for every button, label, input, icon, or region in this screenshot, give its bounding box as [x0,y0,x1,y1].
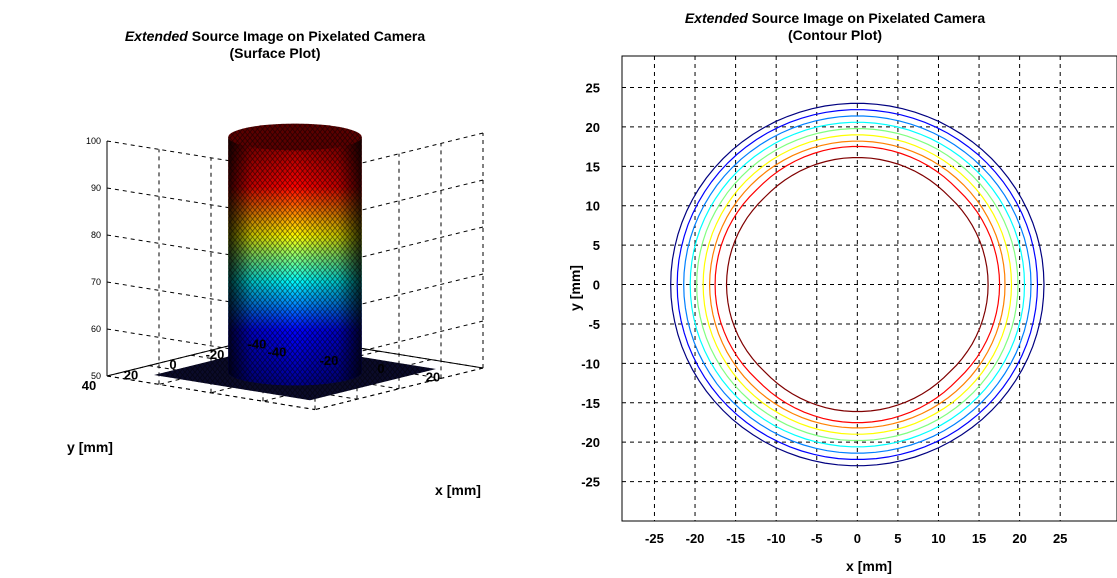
contour-plot-area [621,55,1117,522]
contour-y-axis-label: y [mm] [567,265,583,311]
surface-z-tick-label: 80 [91,230,101,240]
contour-line [689,121,1026,448]
contour-line [670,102,1045,467]
surface-cylinder-shade [228,137,362,386]
surface-backwall-gridline [106,328,316,364]
surface-x-tick-label: 20 [426,370,440,385]
contour-y-ticks: 25 20 15 10 5 0 -5 -10 -15 -20 -25 [581,81,600,490]
contour-plot: -25 -20 -15 -10 -5 0 5 10 15 20 25 25 20 15 10 5 0 -5 -10… [567,55,1117,574]
surface-z-tick-label: 50 [91,371,101,381]
contour-y-tick-label: 0 [593,278,600,293]
surface-cylinder-top-mesh [228,123,362,151]
contour-y-tick-label: -25 [581,475,600,490]
surface-x-tick-label: 0 [377,361,384,376]
contour-line [702,134,1013,435]
surface-y-tick-label: 40 [82,378,96,393]
surface-z-tick-label: 90 [91,183,101,193]
contour-x-tick-label: 20 [1012,531,1026,546]
contour-y-tick-label: -20 [581,435,600,450]
surface-y-tick-label: 20 [124,368,138,383]
contour-line [708,140,1006,429]
contour-plot-title: Extended Source Image on Pixelated Camer… [625,10,1045,44]
contour-x-ticks: -25 -20 -15 -10 -5 0 5 10 15 20 25 [645,531,1067,546]
surface-z-tick-label: 100 [86,136,101,146]
surface-floor-gridline [314,367,484,411]
contour-x-tick-label: -5 [811,531,823,546]
contour-line [676,109,1039,460]
surface-floor-gridline [106,375,316,411]
contour-y-tick-label: -15 [581,396,600,411]
contour-y-tick-label: 5 [593,238,600,253]
contour-x-tick-label: 10 [931,531,945,546]
surface-body [154,123,436,401]
contour-line [725,157,989,413]
contour-x-tick-label: 25 [1053,531,1067,546]
contour-plot-panel: Extended Source Image on Pixelated Camer… [560,0,1117,578]
surface-z-tick-label: 70 [91,277,101,287]
contour-x-tick-label: -15 [726,531,745,546]
contour-x-tick-label: -20 [686,531,705,546]
contour-y-tick-label: 10 [586,199,600,214]
surface-subtitle: (Surface Plot) [229,45,321,61]
contour-x-tick-label: -25 [645,531,664,546]
surface-x-tick-label: -40 [268,344,287,359]
contour-line [714,145,1001,424]
contour-subtitle: (Contour Plot) [787,27,883,43]
surface-plot-panel: Extended Source Image on Pixelated Camer… [40,28,510,498]
surface-y-tick-label: -40 [248,336,267,351]
surface-backwall-gridline [106,234,316,270]
contour-line [696,128,1019,442]
surface-x-axis-label: x [mm] [435,482,481,498]
surface-title-prefix: Extended [124,28,188,44]
surface-x-tick-label: -20 [320,353,339,368]
surface-backwall-gridline [106,187,316,223]
contour-x-tick-label: 15 [972,531,986,546]
contour-x-axis-label: x [mm] [846,558,892,574]
surface-plot-title: Extended Source Image on Pixelated Camer… [40,28,510,62]
contour-y-tick-label: 15 [586,159,600,174]
surface-y-tick-label: -20 [206,347,225,362]
contour-y-tick-label: 25 [586,81,600,96]
surface-y-axis-label: y [mm] [67,439,113,455]
surface-y-tick-label: 0 [169,357,176,372]
contour-y-tick-label: -10 [581,356,600,371]
surface-backwall-gridline [106,281,316,317]
surface-z-tick-label: 60 [91,324,101,334]
contour-x-tick-label: 5 [894,531,901,546]
contour-y-tick-label: -5 [588,317,600,332]
surface-ticks: 50 60 70 80 90 100 -40 -20 0 20 40 20 0 -20 -40 [82,136,440,393]
contour-line [683,115,1032,454]
surface-plot: 50 60 70 80 90 100 -40 -20 0 20 40 20 0 -20 -40 y [mm]… [67,123,484,498]
contour-x-tick-label: -10 [767,531,786,546]
contour-title-prefix: Extended [684,10,748,26]
contour-lines [670,102,1045,467]
contour-x-tick-label: 0 [854,531,861,546]
surface-backwall-gridline [106,140,316,176]
contour-title-rest: Source Image on Pixelated Camera [747,10,986,26]
contour-y-tick-label: 20 [586,120,600,135]
surface-title-rest: Source Image on Pixelated Camera [187,28,426,44]
